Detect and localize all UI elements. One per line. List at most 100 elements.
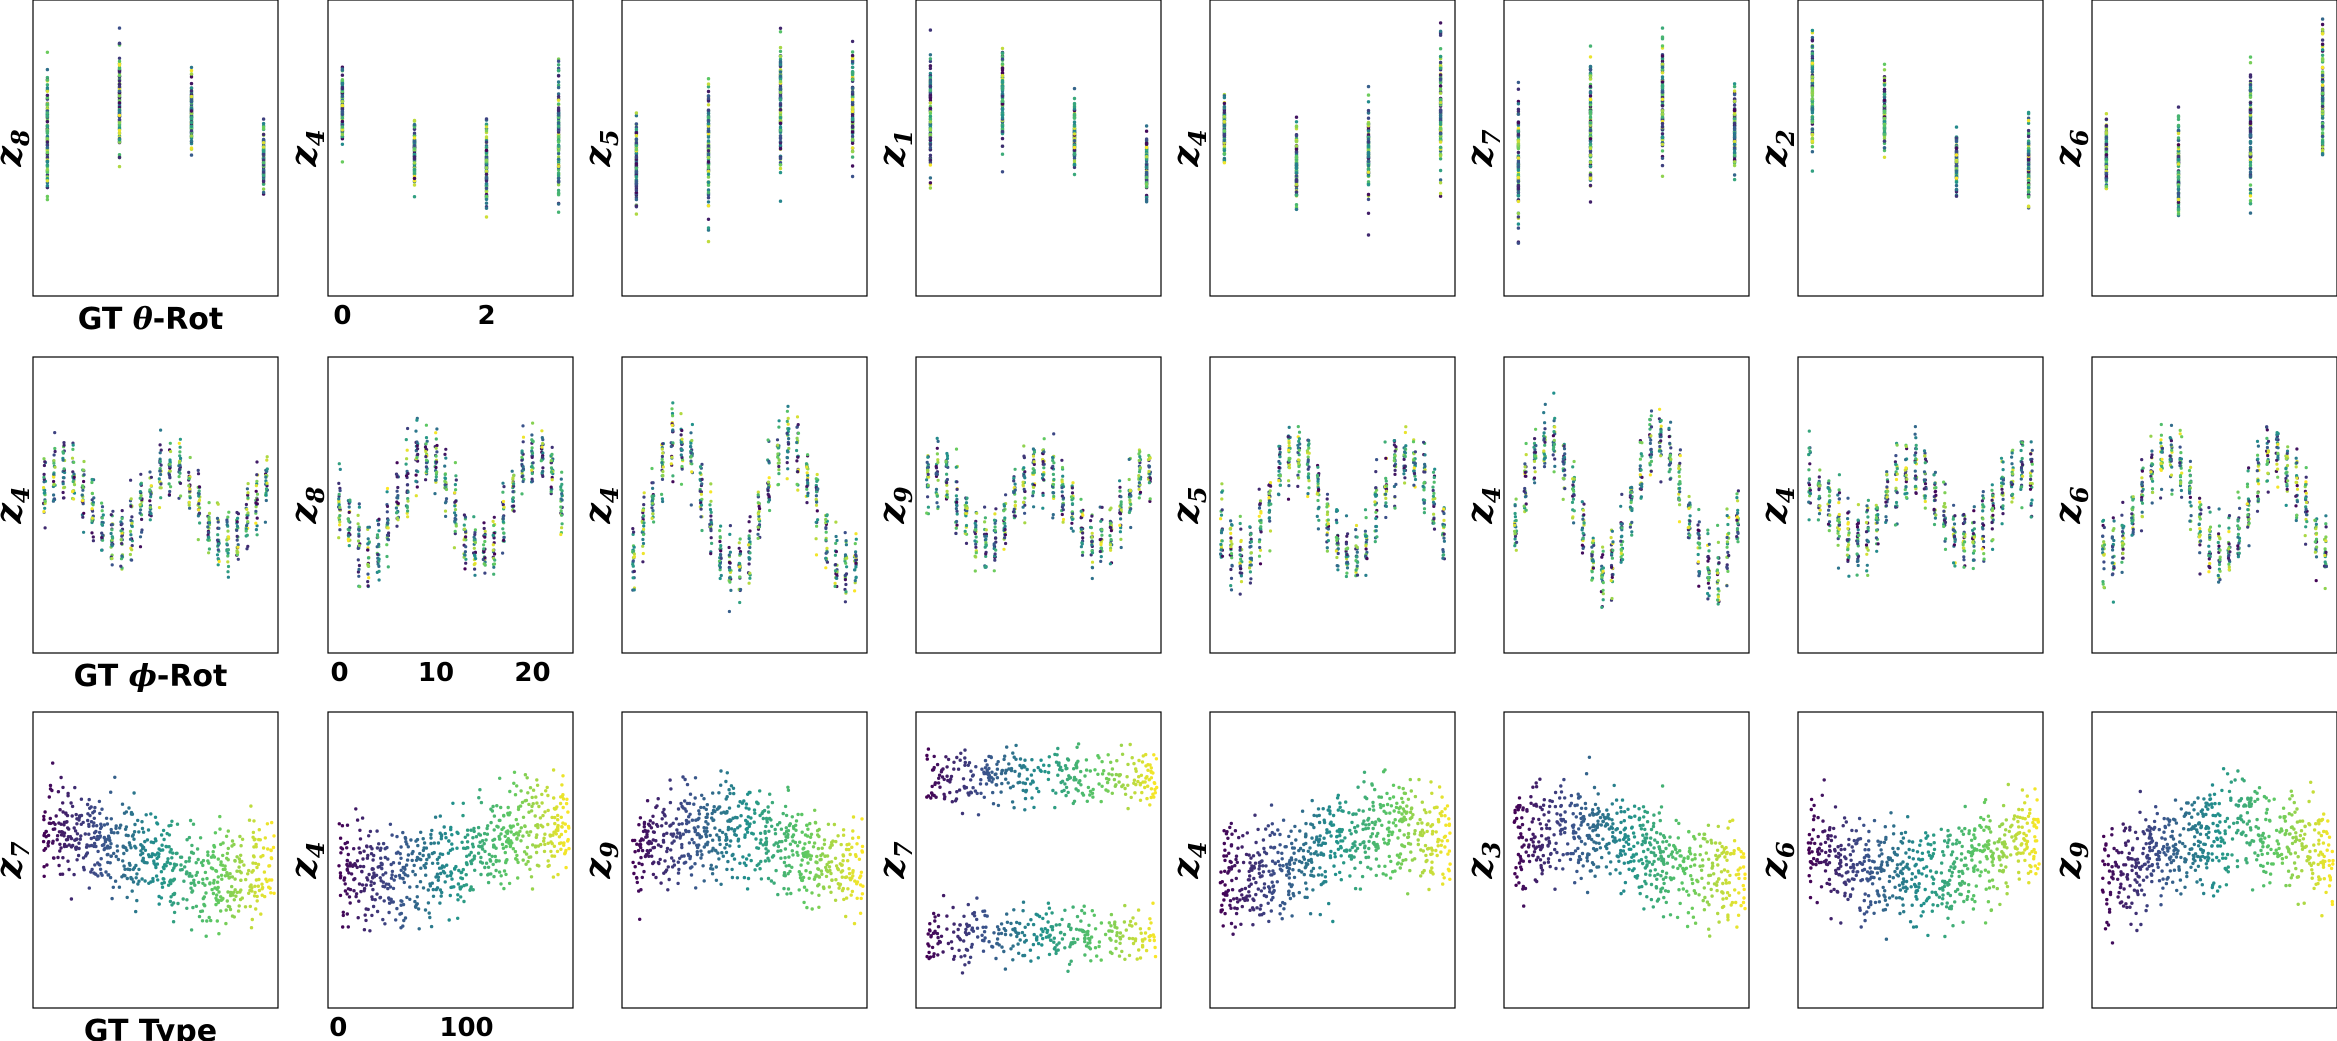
point (405, 483, 409, 487)
points-r0-c0 (45, 26, 266, 202)
point (1366, 93, 1371, 97)
point (1732, 127, 1737, 132)
point (61, 482, 65, 486)
point (631, 562, 635, 566)
point (1810, 115, 1815, 120)
point (472, 546, 476, 550)
point (63, 485, 67, 489)
point (1516, 179, 1521, 183)
point (850, 149, 855, 154)
point (464, 557, 468, 561)
point (453, 520, 457, 524)
point (101, 513, 105, 517)
point (189, 94, 194, 99)
point (117, 140, 122, 144)
point (100, 509, 104, 513)
point (850, 134, 855, 139)
point (556, 191, 561, 195)
point (634, 114, 639, 118)
point (157, 506, 162, 510)
point (236, 557, 240, 561)
point (778, 103, 783, 107)
point (340, 160, 345, 164)
point (385, 543, 389, 547)
point (778, 136, 783, 141)
point (778, 54, 783, 58)
point (45, 184, 50, 188)
point (1144, 124, 1149, 128)
point (206, 530, 211, 535)
point (2104, 184, 2109, 189)
point (560, 498, 564, 502)
point (484, 140, 489, 144)
point (2176, 191, 2181, 196)
point (1438, 108, 1443, 113)
point (2320, 99, 2325, 103)
point (1516, 222, 1521, 226)
point (462, 523, 466, 527)
point (42, 486, 46, 490)
point (1294, 171, 1299, 175)
point (406, 509, 410, 513)
point (261, 179, 266, 184)
point (158, 443, 162, 447)
point (850, 65, 855, 70)
point (541, 466, 545, 470)
point (2176, 185, 2181, 189)
point (52, 493, 56, 497)
point (111, 509, 115, 513)
point (72, 460, 76, 464)
point (45, 148, 50, 152)
point (2320, 42, 2325, 46)
point (706, 188, 711, 192)
point (1294, 134, 1299, 138)
point (452, 546, 456, 550)
point (117, 26, 122, 30)
point (1660, 132, 1665, 136)
point (850, 113, 855, 117)
point (706, 190, 711, 195)
point (778, 26, 783, 30)
point (709, 536, 713, 540)
point (531, 461, 535, 465)
point (395, 489, 399, 493)
point (347, 528, 351, 532)
point (414, 469, 419, 473)
point (850, 125, 855, 129)
point (709, 552, 713, 556)
point (650, 506, 654, 510)
point (492, 572, 496, 576)
point (484, 135, 489, 139)
point (424, 450, 428, 454)
point (660, 457, 664, 461)
point (1882, 116, 1887, 121)
point (2176, 131, 2181, 136)
point (356, 570, 360, 574)
point (1954, 139, 1959, 143)
point (706, 119, 711, 123)
point (2026, 141, 2031, 146)
point (261, 161, 266, 165)
point (706, 77, 711, 81)
point (377, 557, 381, 561)
point (530, 446, 534, 450)
point (2104, 171, 2109, 176)
point (45, 170, 50, 174)
point (1588, 153, 1593, 157)
point (1660, 104, 1665, 108)
point (520, 492, 524, 496)
y-axis-label-subscript: 2 (1771, 129, 1800, 147)
point (520, 451, 524, 455)
point (120, 516, 124, 521)
point (710, 541, 714, 546)
point (706, 85, 711, 89)
point (482, 521, 486, 525)
point (1588, 146, 1593, 151)
point (377, 569, 381, 574)
point (207, 511, 212, 515)
point (1144, 178, 1149, 182)
point (109, 531, 113, 536)
point (366, 584, 370, 588)
point (642, 491, 646, 495)
point (1000, 62, 1005, 66)
